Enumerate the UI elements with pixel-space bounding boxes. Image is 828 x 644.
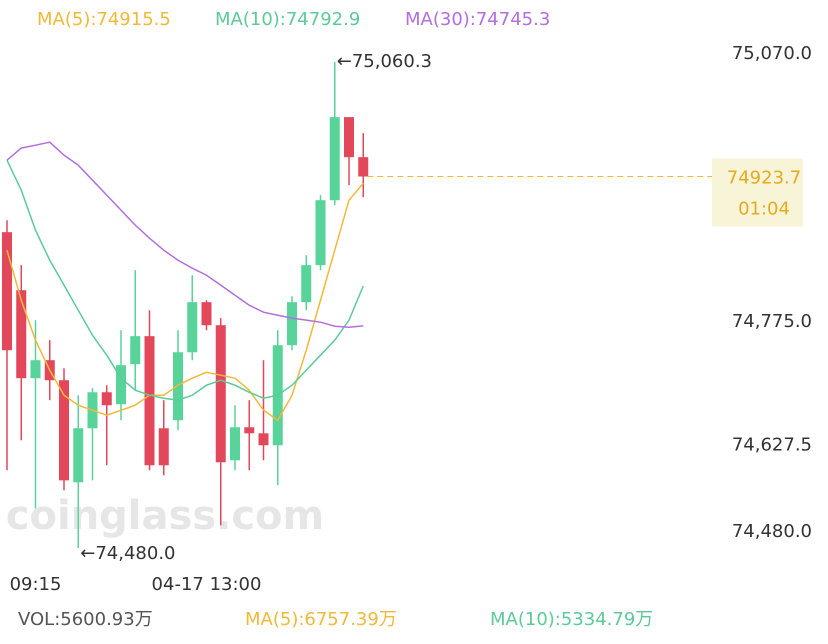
min-annotation: ←74,480.0: [80, 543, 175, 564]
y-tick-label: 75,070.0: [732, 43, 812, 64]
ma-line: [6, 182, 364, 422]
candle-body: [144, 336, 155, 466]
candle-body: [244, 427, 255, 434]
candle-body: [59, 380, 69, 481]
candle-body: [315, 200, 326, 266]
candle-body: [16, 290, 27, 379]
volume-legend: MA(5):6757.39万: [245, 609, 397, 630]
candle-body: [329, 117, 340, 201]
candle-body: [358, 157, 369, 177]
last-price-box: [712, 158, 803, 227]
y-tick-label: 74,480.0: [732, 521, 812, 542]
candle-body: [201, 302, 212, 326]
y-tick-label: 74,775.0: [732, 311, 812, 332]
candle-body: [158, 428, 169, 466]
candle-body: [116, 365, 126, 405]
max-annotation: ←75,060.3: [337, 51, 432, 72]
x-tick-label: 09:15: [10, 574, 62, 595]
candle-body: [258, 433, 269, 446]
candle-body: [230, 427, 240, 461]
volume-legend: VOL:5600.93万: [18, 609, 153, 630]
volume-legend: MA(10):5334.79万: [490, 609, 653, 630]
candle-body: [287, 302, 297, 346]
legend-entry: MA(10):74792.9: [215, 9, 360, 30]
candle-body: [101, 392, 112, 406]
ma-line: [6, 141, 364, 328]
legend-entry: MA(30):74745.3: [405, 9, 550, 30]
candle-body: [301, 265, 312, 303]
candle-body: [130, 336, 141, 365]
x-tick-label: 04-17 13:00: [152, 574, 262, 595]
last-price-label: 74923.7: [727, 167, 801, 188]
candle-body: [30, 360, 41, 379]
candle-body: [2, 232, 12, 351]
candle-body: [344, 117, 354, 158]
candle-body: [73, 428, 84, 483]
legend-entry: MA(5):74915.5: [37, 9, 171, 30]
countdown-label: 01:04: [738, 198, 790, 219]
candle-body: [173, 352, 183, 421]
candle-body: [215, 325, 226, 463]
candle-body: [187, 302, 198, 353]
y-tick-label: 74,627.5: [732, 435, 812, 456]
watermark: coinglass.com: [6, 493, 324, 539]
ma-line: [6, 159, 364, 401]
